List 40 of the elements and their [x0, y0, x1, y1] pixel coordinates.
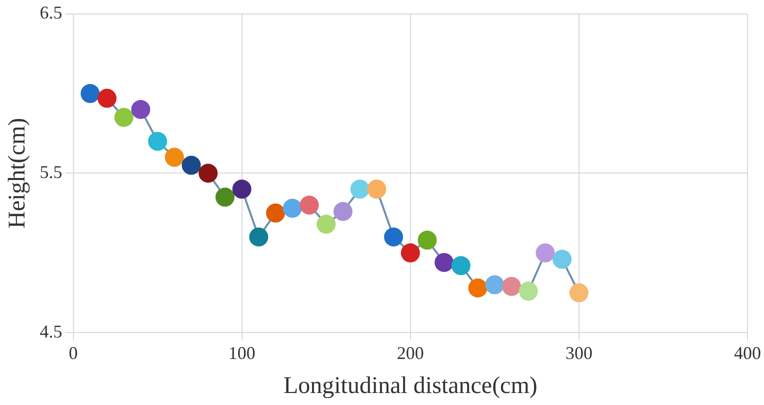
point: [182, 156, 201, 175]
point: [418, 230, 437, 250]
point: [198, 164, 218, 183]
x-tick-label: 0: [68, 343, 78, 364]
point: [502, 276, 522, 296]
point: [249, 227, 268, 246]
x-tick-label: 200: [396, 343, 424, 364]
point: [434, 252, 454, 272]
point: [164, 148, 184, 167]
y-tick-label: 5.5: [40, 162, 62, 182]
point: [485, 275, 504, 294]
point: [131, 100, 150, 119]
point: [300, 196, 319, 215]
point: [518, 282, 538, 301]
point: [367, 180, 386, 199]
point: [282, 198, 302, 218]
point: [552, 250, 572, 269]
point: [232, 180, 252, 199]
point: [384, 227, 404, 246]
y-tick-label: 4.5: [40, 321, 62, 342]
point: [80, 84, 100, 103]
point: [400, 243, 420, 262]
y-axis-title: Height(cm): [4, 118, 31, 229]
x-tick-label: 400: [734, 343, 761, 364]
point: [98, 88, 117, 108]
point: [148, 132, 168, 151]
point: [266, 204, 286, 223]
point: [350, 180, 370, 199]
x-tick-label: 300: [565, 343, 592, 364]
point: [333, 202, 352, 221]
point: [569, 283, 588, 302]
point: [215, 188, 234, 207]
point: [468, 278, 488, 298]
point: [114, 108, 134, 127]
y-tick-label: 6.5: [40, 2, 62, 23]
x-tick-label: 100: [228, 343, 256, 364]
point: [316, 214, 336, 234]
point: [536, 243, 555, 262]
point: [451, 256, 470, 276]
x-axis-title: Longitudinal distance(cm): [283, 372, 538, 399]
